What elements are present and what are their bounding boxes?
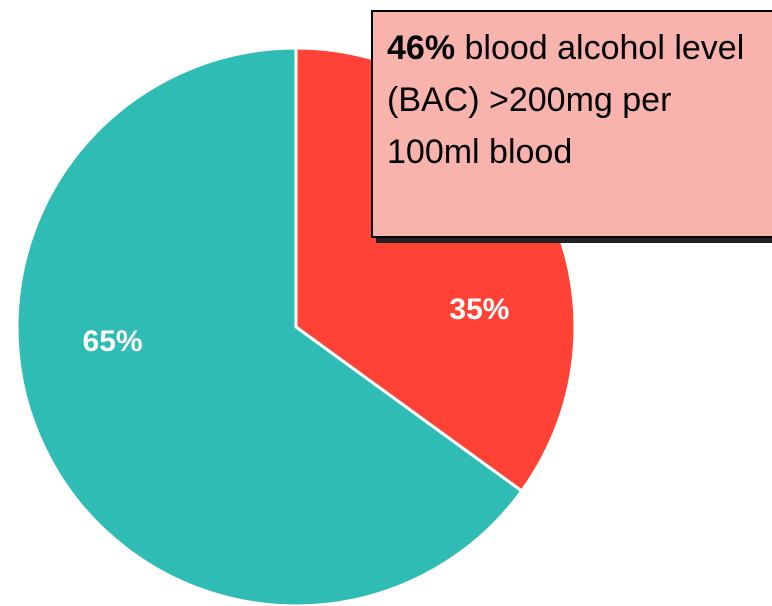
annotation-text: blood alcohol level (BAC) >200mg per 100…	[387, 29, 745, 171]
annotation-bold: 46%	[387, 29, 456, 67]
annotation: 46% blood alcohol level (BAC) >200mg per…	[371, 10, 772, 238]
slice-label: 65%	[83, 325, 143, 358]
slice-label: 35%	[449, 293, 509, 326]
pie-slice	[15, 46, 524, 606]
